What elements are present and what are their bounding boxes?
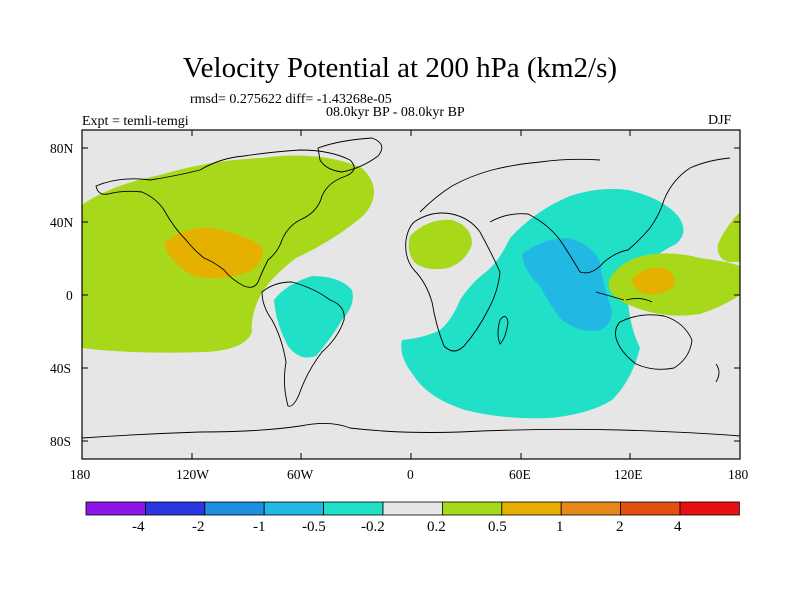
coast-south-america — [261, 281, 345, 407]
coast-antarctica — [81, 423, 741, 439]
colorbar-label: 0.2 — [427, 519, 446, 535]
coast-europe — [419, 158, 601, 213]
y-tick-label: 80N — [50, 141, 74, 156]
x-tick-label: 120W — [176, 467, 209, 482]
colorbar-swatch — [85, 501, 146, 516]
experiment-label: Expt = temli-temgi — [82, 114, 189, 129]
coast-madagascar — [497, 316, 509, 345]
coast-new-zealand — [715, 363, 720, 383]
colorbar-label: -0.5 — [302, 519, 326, 535]
colorbar-swatch — [263, 501, 325, 516]
colorbar-label: 2 — [616, 519, 624, 535]
x-tick-label: 60E — [509, 467, 531, 482]
y-tick-label: 80S — [50, 434, 72, 449]
colorbar-label: 4 — [674, 519, 682, 535]
period-label: 08.0kyr BP - 08.0kyr BP — [326, 105, 465, 120]
colorbar-swatch — [679, 501, 740, 516]
fill-positive-date-line — [717, 212, 740, 262]
contour-fills — [82, 155, 740, 419]
colorbar-swatch — [382, 501, 443, 516]
coast-asia — [489, 157, 731, 274]
y-tick-label: 0 — [66, 288, 73, 303]
fill-negative-indian-ocean — [401, 188, 684, 419]
colorbar-swatch — [204, 501, 265, 516]
colorbar-label: 0.5 — [488, 519, 507, 535]
x-tick-label: 120E — [614, 467, 643, 482]
colorbar-swatch — [560, 501, 622, 516]
y-tick-label: 40N — [50, 215, 74, 230]
x-tick-label: 60W — [287, 467, 314, 482]
colorbar-swatch — [441, 501, 503, 516]
colorbar-label: -0.2 — [361, 519, 385, 535]
map-title: Velocity Potential at 200 hPa (km2/s) — [182, 52, 618, 84]
colorbar-label: -4 — [132, 519, 145, 535]
colorbar-label: -1 — [253, 519, 266, 535]
tick-marks — [82, 130, 740, 459]
coastlines — [81, 137, 741, 439]
colorbar-label: -2 — [192, 519, 205, 535]
coast-australia — [615, 314, 693, 370]
fill-negative-south-america — [274, 276, 353, 358]
coast-africa — [405, 212, 501, 352]
x-tick-label: 180 — [70, 467, 91, 482]
stats-label: rmsd= 0.275622 diff= -1.43268e-05 — [190, 92, 392, 107]
colorbar-swatch — [501, 501, 562, 516]
season-label: DJF — [708, 113, 732, 128]
x-tick-label: 180 — [728, 467, 749, 482]
fill-positive-philippine-core — [632, 267, 675, 295]
colorbar-swatch — [620, 501, 681, 516]
colorbar-swatch — [144, 501, 206, 516]
colorbar — [85, 501, 740, 516]
coast-greenland — [317, 137, 383, 173]
fill-negative-indian-core — [522, 238, 612, 331]
x-tick-label: 0 — [407, 467, 414, 482]
y-tick-label: 40S — [50, 361, 72, 376]
fill-positive-north-africa — [408, 219, 472, 270]
coast-indonesia — [595, 291, 653, 303]
colorbar-label: 1 — [556, 519, 564, 535]
coast-north-america — [95, 149, 355, 288]
fill-positive-mexico-core — [164, 227, 263, 279]
colorbar-swatch — [323, 501, 384, 516]
